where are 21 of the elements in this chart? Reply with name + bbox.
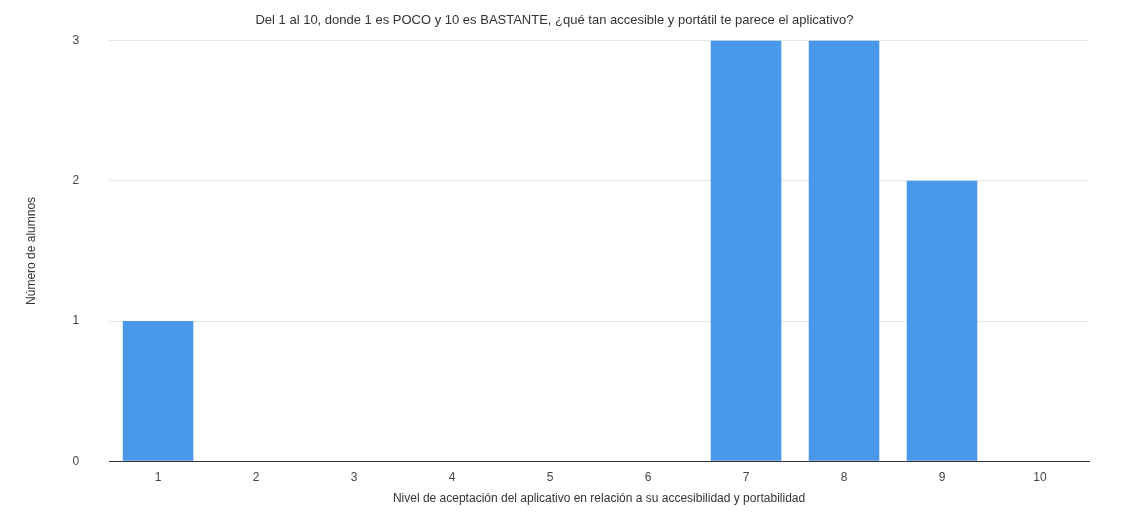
bar [906, 180, 978, 461]
x-tick-label: 3 [350, 469, 358, 484]
bar [808, 40, 880, 461]
y-tick-label: 2 [72, 173, 80, 188]
y-axis-title: Número de alumnos [23, 196, 38, 305]
bar [122, 321, 194, 461]
x-tick-label: 8 [840, 469, 848, 484]
x-tick-label: 9 [938, 469, 946, 484]
x-tick-label: 7 [742, 469, 750, 484]
y-tick-label: 1 [72, 313, 80, 328]
y-tick-label: 3 [72, 32, 80, 47]
x-tick-label: 5 [546, 469, 554, 484]
x-tick-label: 2 [252, 469, 260, 484]
x-tick-label: 4 [448, 469, 456, 484]
x-tick-label: 10 [1033, 469, 1047, 484]
y-tick-label: 0 [72, 453, 80, 468]
x-axis-title: Nivel de aceptación del aplicativo en relación a su accesibilidad y portabilidad [392, 491, 806, 506]
chart-title: Del 1 al 10, donde 1 es POCO y 10 es BASTANTE, ¿qué tan accesible y portátil te parece el aplicativo? [255, 12, 854, 28]
x-tick-label: 1 [154, 469, 162, 484]
bar [710, 40, 782, 461]
x-tick-label: 6 [644, 469, 652, 484]
